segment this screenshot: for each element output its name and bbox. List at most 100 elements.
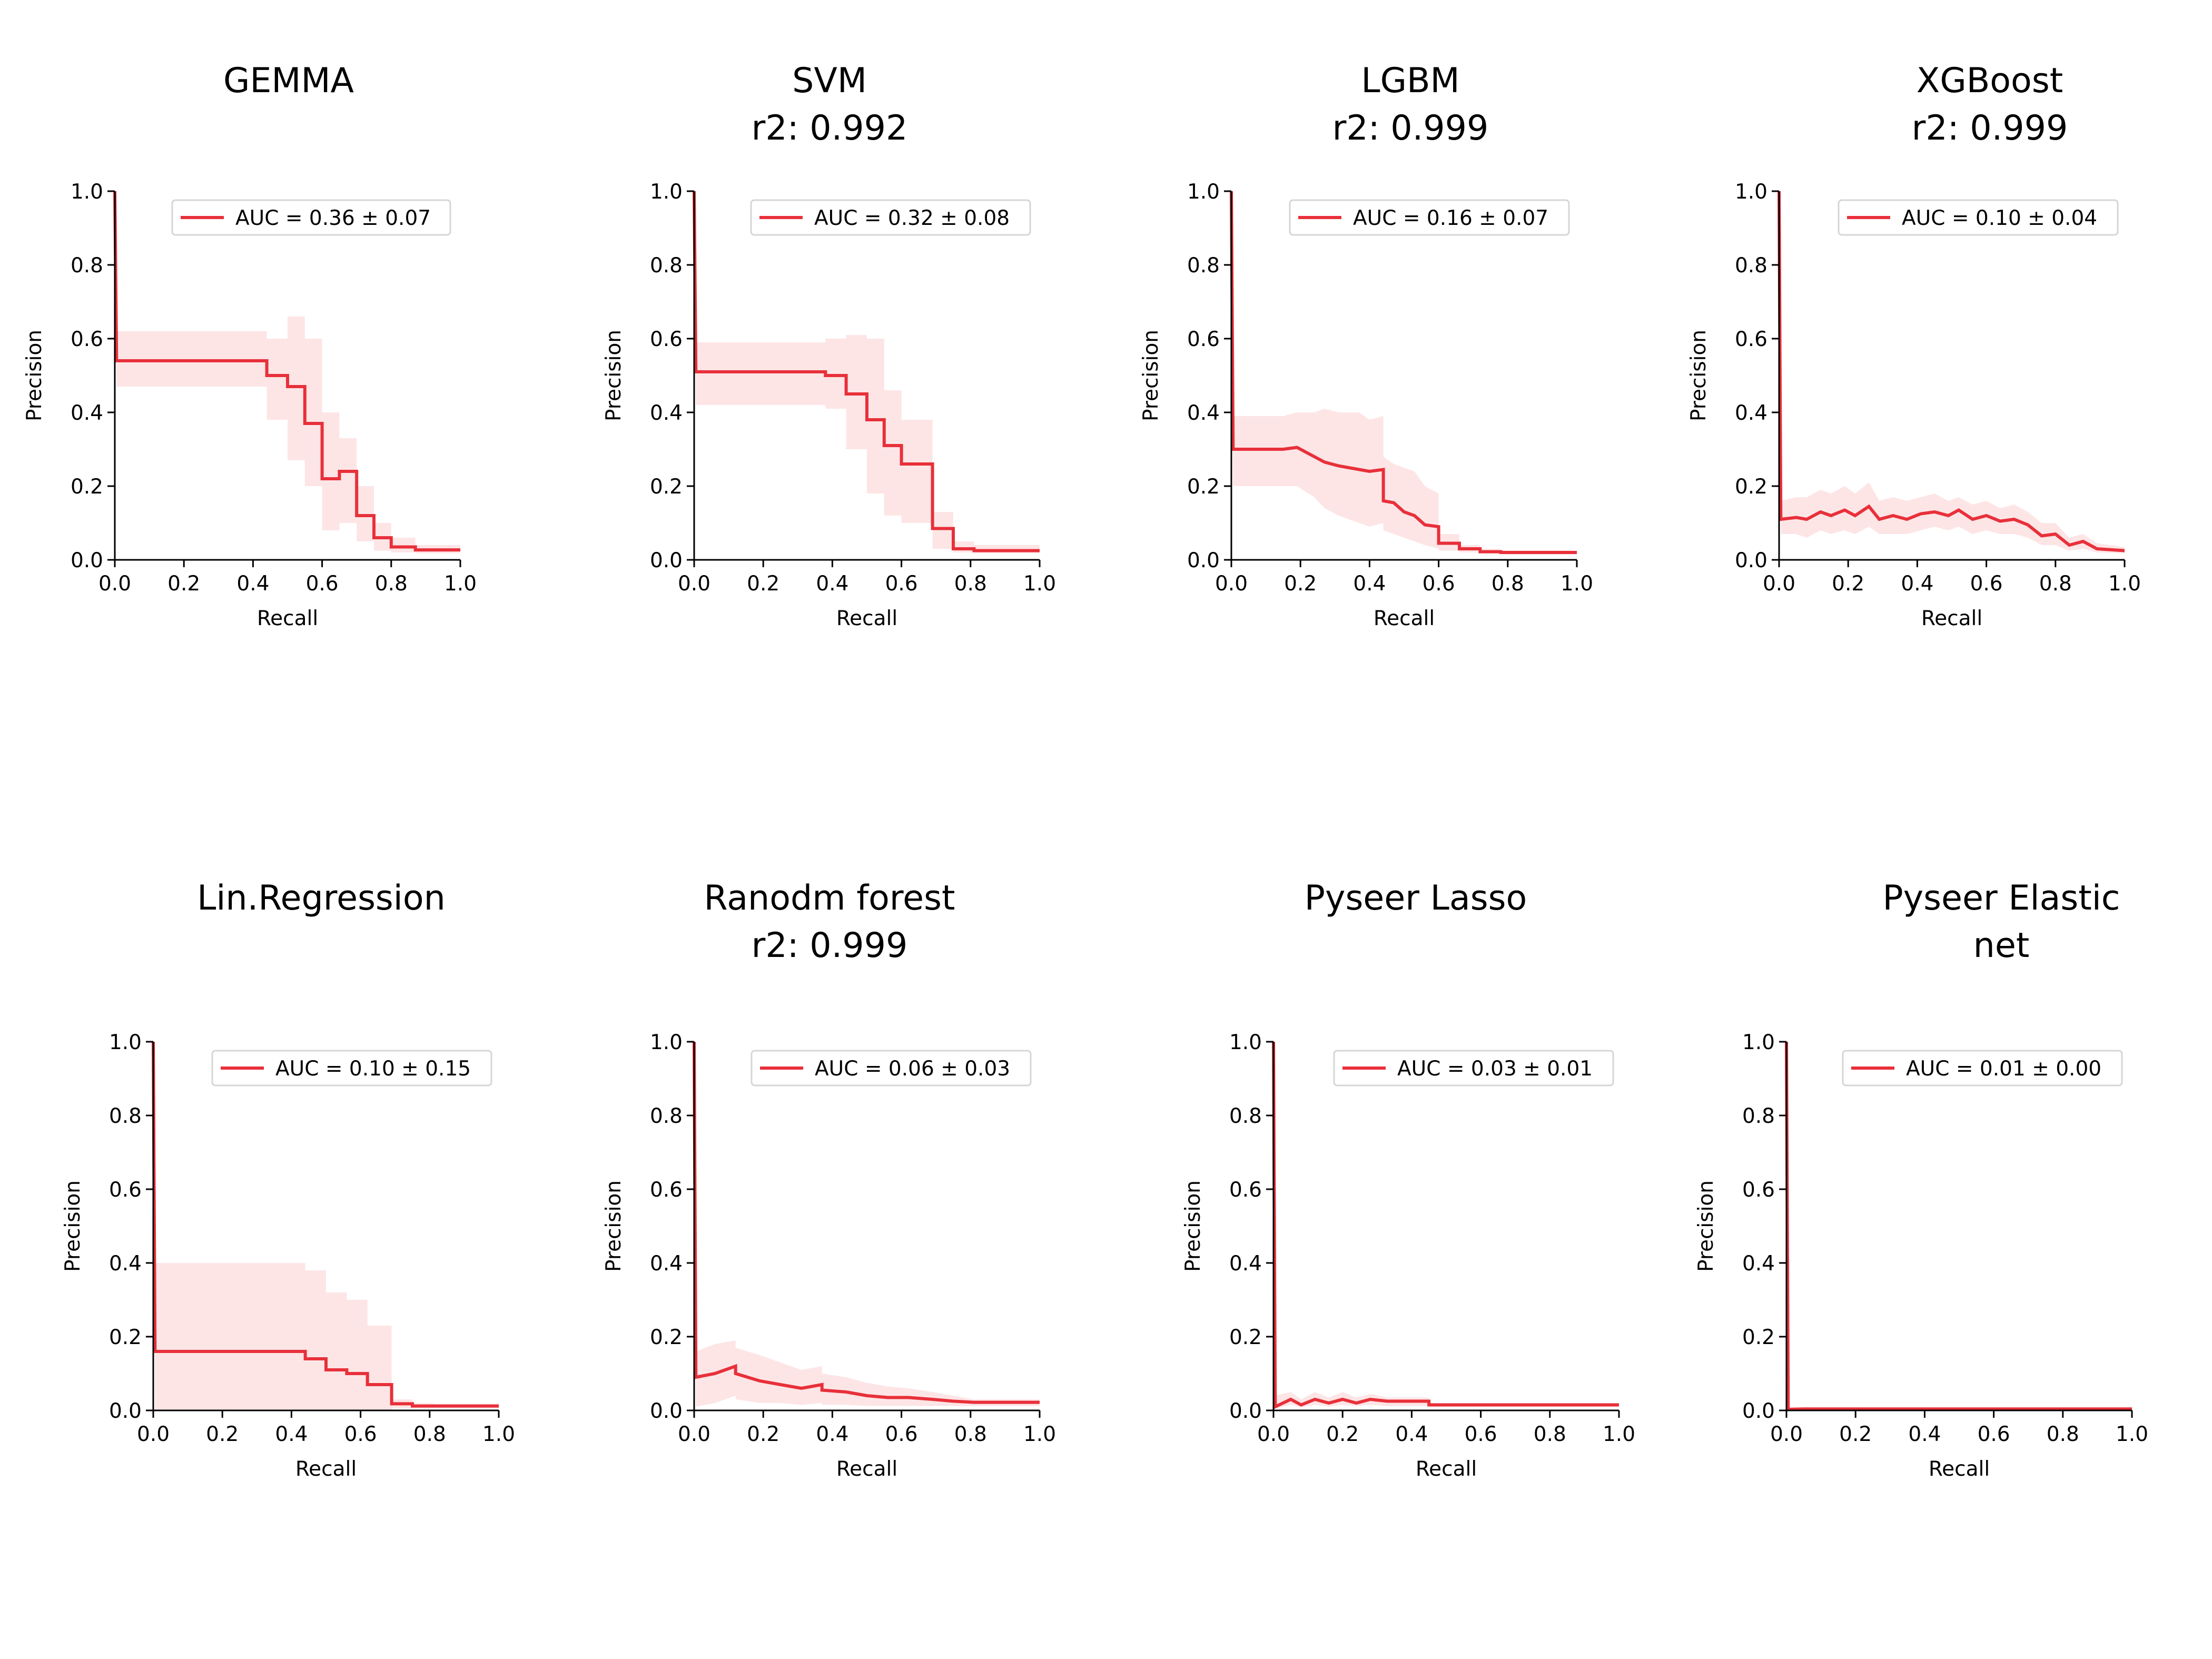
- confidence-band: [1779, 191, 2125, 554]
- y-tick-label: 0.8: [1187, 254, 1220, 278]
- y-tick-label: 0.6: [1229, 1178, 1262, 1202]
- y-axis-label: Precision: [1139, 330, 1163, 421]
- x-tick-label: 0.6: [885, 572, 918, 596]
- x-tick-label: 0.0: [1770, 1423, 1803, 1446]
- x-tick-label: 0.6: [344, 1423, 377, 1446]
- y-tick-label: 0.0: [650, 549, 683, 572]
- x-tick-label: 0.8: [954, 1423, 987, 1446]
- y-tick-label: 0.8: [71, 254, 103, 278]
- y-tick-label: 0.0: [650, 1399, 683, 1423]
- x-tick-label: 1.0: [1023, 572, 1056, 596]
- legend-label: AUC = 0.10 ± 0.04: [1902, 206, 2097, 230]
- panel-title: Pyseer Elastic: [1882, 878, 2120, 918]
- y-tick-label: 0.6: [71, 328, 103, 351]
- y-tick-label: 0.8: [1735, 254, 1767, 278]
- pr-curve-line: [693, 191, 1040, 552]
- legend-box: [1838, 199, 2119, 236]
- y-tick-label: 0.4: [650, 401, 683, 425]
- x-axis-label: Recall: [836, 607, 897, 630]
- panel-8: Pyseer Elastic net 0.0 0.2 0.4 0.6 0.8 1.0 0.0 0.…: [1694, 878, 2148, 1481]
- panel-1: GEMMA 0.0 0.2 0.4 0.6 0.8 1.0 0.0 0.2 0.4 0.6 0.8 1.…: [23, 61, 477, 630]
- y-tick-label: 0.6: [650, 1178, 683, 1202]
- x-tick-label: 0.2: [1284, 572, 1317, 596]
- x-tick-label: 0.4: [816, 572, 848, 596]
- legend-box: [750, 1050, 1032, 1087]
- y-tick-label: 0.4: [71, 401, 103, 425]
- y-tick-label: 1.0: [109, 1031, 142, 1054]
- x-tick-label: 0.4: [275, 1423, 308, 1446]
- x-tick-label: 0.4: [1901, 572, 1933, 596]
- panel-subtitle: net: [1973, 926, 2030, 965]
- pr-curve-line: [1272, 1041, 1619, 1409]
- y-tick-label: 1.0: [71, 180, 103, 204]
- legend-box: [171, 199, 451, 236]
- confidence-band: [694, 1042, 1040, 1407]
- x-tick-label: 0.8: [2039, 572, 2072, 596]
- y-tick-label: 0.8: [1229, 1104, 1262, 1128]
- y-tick-label: 0.2: [1229, 1326, 1262, 1349]
- y-axis-label: Precision: [23, 330, 46, 421]
- panel-title: SVM: [792, 61, 867, 101]
- x-tick-label: 1.0: [1023, 1423, 1056, 1446]
- confidence-band: [1273, 1042, 1619, 1409]
- y-tick-label: 0.4: [1742, 1252, 1775, 1276]
- y-tick-label: 0.6: [1742, 1178, 1775, 1202]
- panel-3: LGBM r2: 0.999 0.0 0.2 0.4 0.6 0.8 1.0 0.0 0.2 0.4…: [1139, 61, 1593, 630]
- y-tick-label: 0.0: [1735, 549, 1767, 572]
- panel-title: XGBoost: [1917, 61, 2063, 101]
- y-tick-label: 0.6: [650, 328, 683, 351]
- legend-label: AUC = 0.01 ± 0.00: [1906, 1057, 2101, 1081]
- pr-curve-line: [152, 1041, 499, 1408]
- x-axis-label: Recall: [836, 1457, 897, 1481]
- panel-title: Lin.Regression: [197, 878, 446, 918]
- x-tick-label: 0.0: [98, 572, 131, 596]
- y-tick-label: 0.0: [71, 549, 103, 572]
- y-tick-label: 0.6: [109, 1178, 142, 1202]
- y-axis-label: Precision: [602, 1180, 626, 1272]
- y-tick-label: 0.2: [1742, 1326, 1775, 1349]
- x-axis-label: Recall: [1416, 1457, 1477, 1481]
- legend-box: [1842, 1050, 2123, 1087]
- x-tick-label: 0.4: [236, 572, 269, 596]
- x-tick-label: 0.4: [1353, 572, 1386, 596]
- confidence-band: [1231, 191, 1577, 555]
- x-tick-label: 0.2: [747, 572, 779, 596]
- x-axis-label: Recall: [1921, 607, 1982, 630]
- x-tick-label: 0.2: [1326, 1423, 1359, 1446]
- x-tick-label: 0.0: [678, 1423, 710, 1446]
- confidence-band: [1786, 1042, 2132, 1410]
- panel-5: Lin.Regression 0.0 0.2 0.4 0.6 0.8 1.0 0.0 0.2 0.…: [61, 878, 515, 1481]
- x-tick-label: 0.2: [1832, 572, 1864, 596]
- y-tick-label: 0.2: [650, 1326, 683, 1349]
- x-tick-label: 0.0: [678, 572, 710, 596]
- x-tick-label: 0.4: [1908, 1423, 1941, 1446]
- y-axis-label: Precision: [1687, 330, 1711, 421]
- y-tick-label: 1.0: [1229, 1031, 1262, 1054]
- panel-title: LGBM: [1361, 61, 1459, 101]
- x-tick-label: 0.0: [137, 1423, 170, 1446]
- panel-7: Pyseer Lasso 0.0 0.2 0.4 0.6 0.8 1.0 0.0 0.2 0.4 0…: [1181, 878, 1635, 1481]
- y-tick-label: 1.0: [1742, 1031, 1775, 1054]
- y-tick-label: 0.4: [1187, 401, 1220, 425]
- y-tick-label: 0.8: [650, 1104, 683, 1128]
- y-tick-label: 0.0: [109, 1399, 142, 1423]
- legend-box: [1333, 1050, 1614, 1087]
- pr-curve-line: [1777, 191, 2125, 552]
- pr-curve-line: [1230, 191, 1577, 554]
- y-axis-label: Precision: [1181, 1180, 1205, 1272]
- x-tick-label: 1.0: [1603, 1423, 1635, 1446]
- y-tick-label: 0.6: [1187, 328, 1220, 351]
- y-tick-label: 0.2: [109, 1326, 142, 1349]
- panel-6: Ranodm forest r2: 0.999 0.0 0.2 0.4 0.6 0.8 1.0…: [602, 878, 1056, 1481]
- legend-box: [1289, 199, 1570, 236]
- x-tick-label: 0.2: [206, 1423, 239, 1446]
- panel-subtitle: r2: 0.992: [752, 108, 908, 148]
- y-axis-label: Precision: [1694, 1180, 1718, 1272]
- panel-subtitle: r2: 0.999: [752, 926, 908, 965]
- x-axis-label: Recall: [295, 1457, 357, 1481]
- x-tick-label: 0.6: [306, 572, 339, 596]
- y-tick-label: 0.2: [1187, 475, 1220, 499]
- confidence-band: [115, 191, 460, 554]
- y-tick-label: 0.8: [650, 254, 683, 278]
